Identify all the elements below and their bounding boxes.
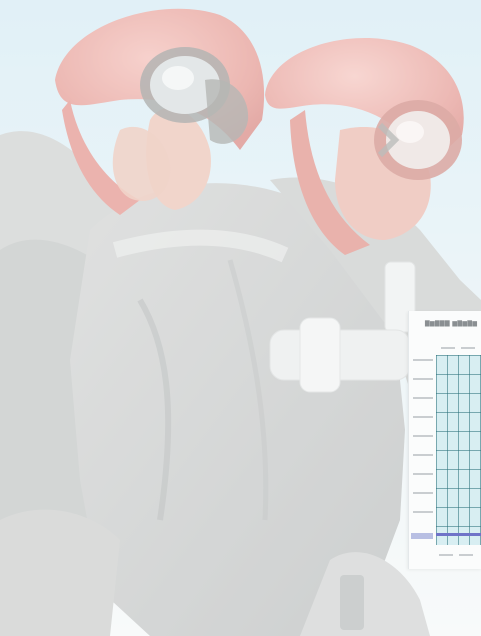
x-tick-bottom: [439, 554, 453, 556]
y-tick: [413, 492, 433, 494]
y-tick: [413, 416, 433, 418]
chart-title-blurred: ▇▆▇▇▇ ▆▇▆▇▆: [425, 320, 478, 327]
y-tick: [413, 454, 433, 456]
y-tick: [413, 473, 433, 475]
x-tick-top: [441, 347, 455, 349]
chart-legend-swatch: [411, 533, 433, 539]
chart-grid-plot: [436, 355, 481, 545]
y-tick: [413, 435, 433, 437]
chart-thumbnail: ▇▆▇▇▇ ▆▇▆▇▆: [408, 311, 481, 569]
y-tick: [413, 359, 433, 361]
chart-series-line: [436, 533, 481, 536]
y-tick: [413, 397, 433, 399]
x-tick-bottom: [459, 554, 473, 556]
x-tick-top: [461, 347, 475, 349]
y-tick: [413, 511, 433, 513]
y-tick: [413, 378, 433, 380]
